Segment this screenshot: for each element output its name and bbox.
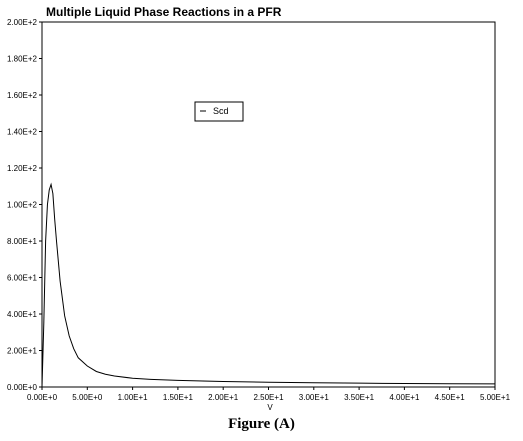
x-axis-label: V: [267, 403, 273, 412]
y-tick-label: 1.00E+2: [7, 201, 38, 210]
y-tick-label: 4.00E+1: [7, 310, 38, 319]
y-tick-label: 6.00E+1: [7, 274, 38, 283]
series-layer: [41, 182, 496, 388]
x-axis-ticks: 0.00E+0 5.00E+0 1.00E+1 1.50E+1 2.00E+1 2.50E…: [27, 387, 511, 402]
legend-box: [194, 101, 244, 122]
series-line-scd: [41, 182, 496, 388]
x-tick-label: 0.00E+0: [27, 393, 58, 402]
x-tick-label: 1.50E+1: [163, 393, 194, 402]
x-tick-label: 4.00E+1: [389, 393, 420, 402]
plot-frame: [41, 21, 496, 388]
y-tick-label: 1.20E+2: [7, 164, 38, 173]
x-tick-label: 2.00E+1: [208, 393, 239, 402]
x-tick-label: 5.00E+1: [480, 393, 511, 402]
y-tick-label: 2.00E+1: [7, 347, 38, 356]
legend: Scd: [194, 101, 244, 122]
legend-label-scd: Scd: [213, 106, 229, 116]
x-tick-label: 2.50E+1: [253, 393, 284, 402]
y-tick-label: 0.00E+0: [7, 383, 38, 392]
figure-caption: Figure (A): [228, 416, 295, 432]
y-tick-label: 1.40E+2: [7, 128, 38, 137]
x-tick-label: 5.00E+0: [72, 393, 103, 402]
y-tick-label: 1.80E+2: [7, 55, 38, 64]
x-tick-label: 1.00E+1: [118, 393, 149, 402]
x-tick-label: 3.00E+1: [299, 393, 330, 402]
y-tick-label: 1.60E+2: [7, 91, 38, 100]
y-tick-label: 8.00E+1: [7, 237, 38, 246]
x-tick-label: 3.50E+1: [344, 393, 375, 402]
y-tick-label: 2.00E+2: [7, 18, 38, 27]
chart-title: Multiple Liquid Phase Reactions in a PFR: [46, 5, 282, 19]
x-tick-label: 4.50E+1: [435, 393, 466, 402]
y-axis-ticks: 0.00E+0 2.00E+1 4.00E+1 6.00E+1 8.00E+1 1.00E…: [7, 18, 42, 392]
